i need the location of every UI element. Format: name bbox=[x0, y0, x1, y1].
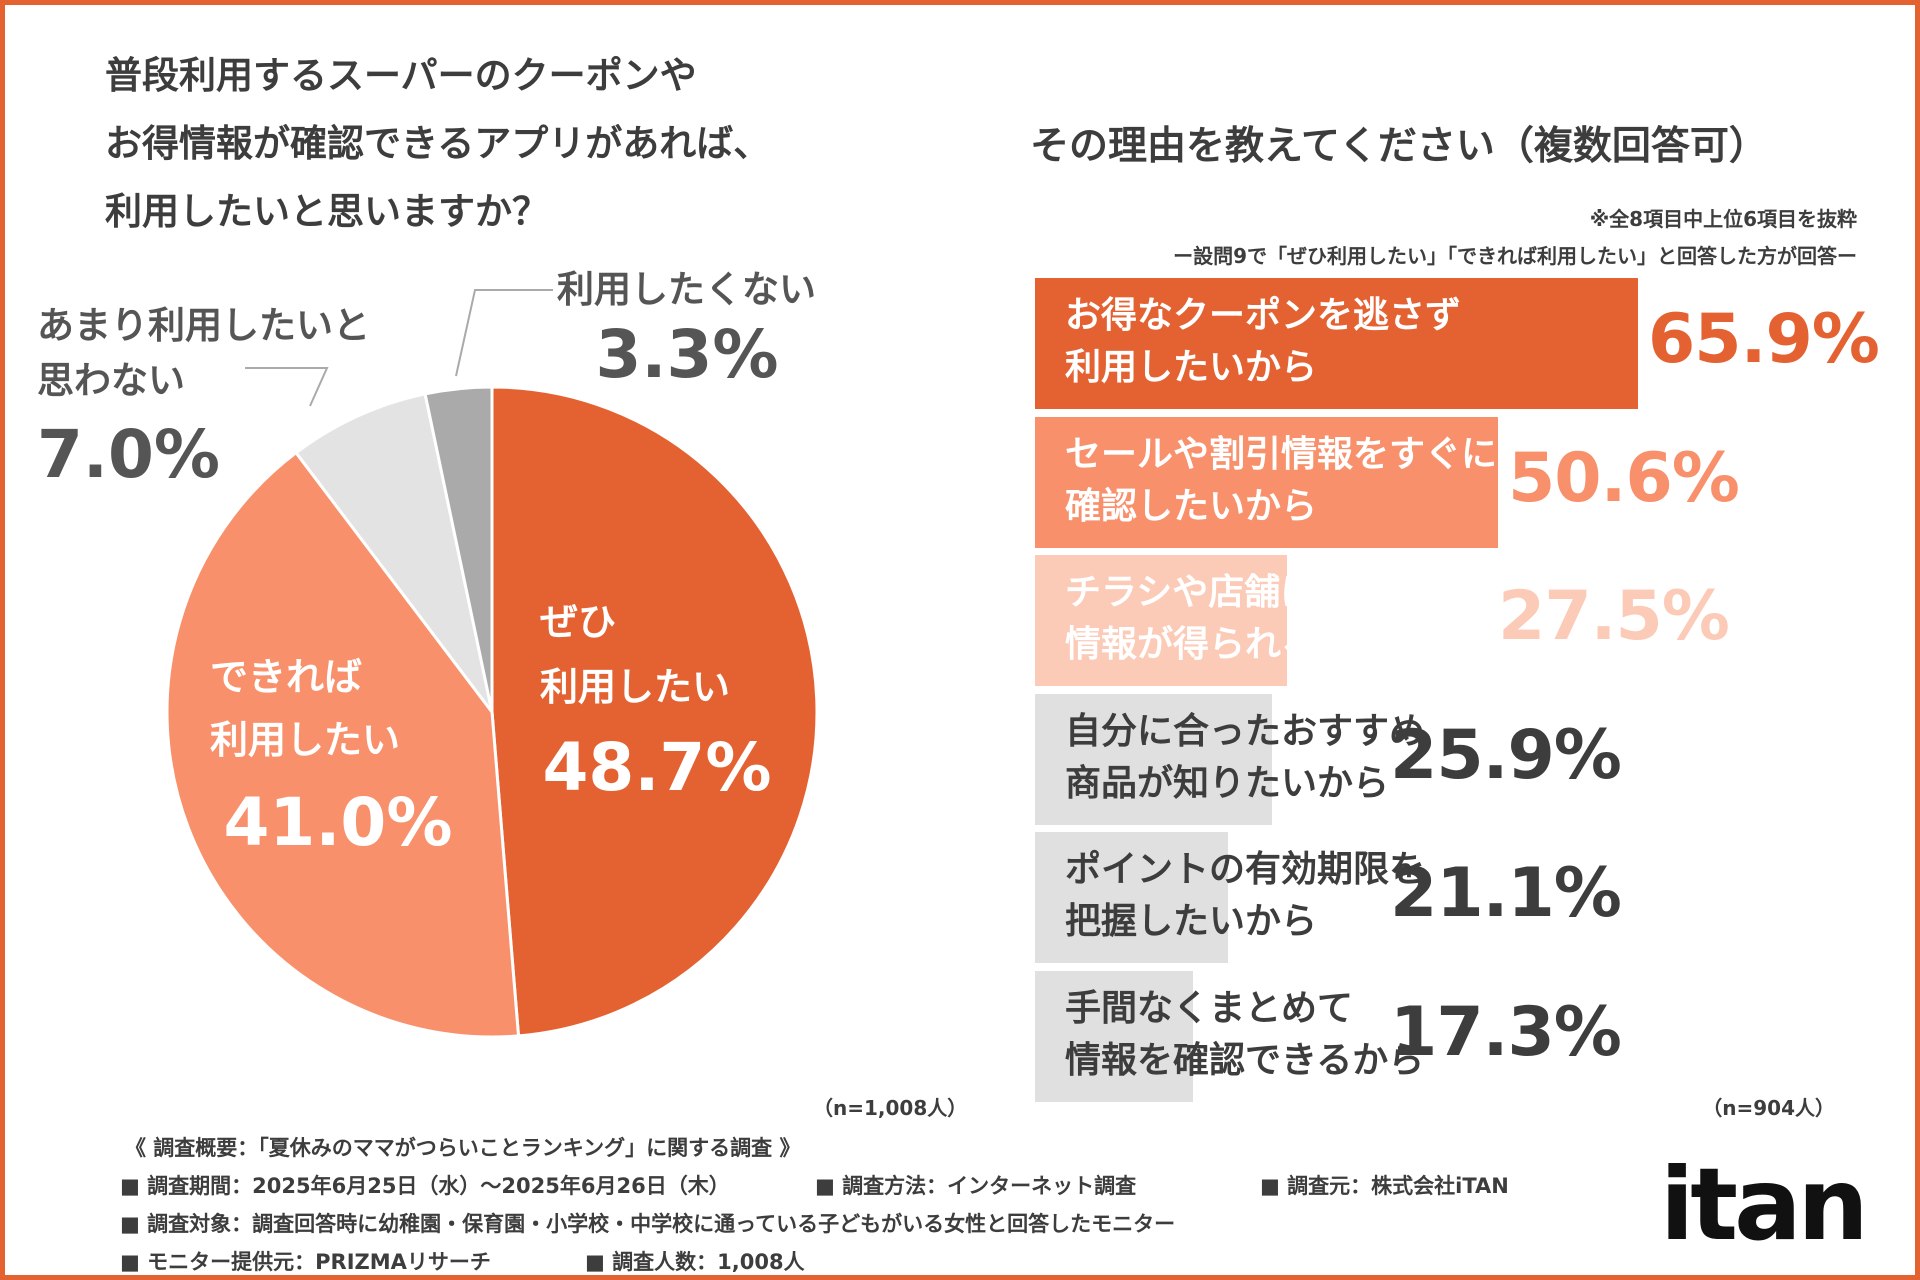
pie-slice-zehi bbox=[490, 385, 819, 1038]
bar-value-6: 17.3% bbox=[1390, 992, 1622, 1072]
bar-1 bbox=[1035, 278, 1638, 409]
bar-value-2: 50.6% bbox=[1507, 438, 1740, 518]
footer-period: ■ 調査期間：2025年6月25日（水）～2025年6月26日（木） bbox=[120, 1174, 730, 1198]
bar-6 bbox=[1035, 970, 1194, 1102]
pie-slice-shitakunai bbox=[423, 385, 494, 713]
pie-slice-amari bbox=[293, 392, 494, 713]
bar-label-1-line1: お得なクーポンを逃さず bbox=[1065, 295, 1462, 336]
pie-label-shitakunai: 利用したくない bbox=[557, 268, 816, 311]
bar-label-4-line1: 自分に合ったおすすめ bbox=[1065, 710, 1426, 752]
pie-sample-size: （n=1,008人） bbox=[813, 1096, 968, 1120]
leader-line-amari bbox=[245, 367, 329, 407]
pie-label-zehi-line2: 利用したい bbox=[540, 665, 730, 709]
pie-label-dekireba-line1: できれば bbox=[210, 655, 362, 699]
bar-label-1-line2: 利用したいから bbox=[1065, 347, 1318, 388]
pie-value-dekireba: 41.0% bbox=[224, 784, 453, 861]
bar-label-5-line2: 把握したいから bbox=[1065, 901, 1318, 942]
bar-value-3: 27.5% bbox=[1498, 577, 1730, 656]
pie-value-zehi: 48.7% bbox=[543, 729, 772, 806]
bar-value-4: 25.9% bbox=[1390, 715, 1622, 795]
footer-source: ■ 調査元：株式会社iTAN bbox=[1260, 1174, 1509, 1198]
footer-heading: 《 調査概要：「夏休みのママがつらいことランキング」に関する調査 》 bbox=[125, 1136, 801, 1160]
pie-chart: ぜひ利用したい48.7%できれば利用したい41.0%あまり利用したいと思わない7… bbox=[37, 268, 819, 1039]
pie-slice-dekireba bbox=[165, 450, 521, 1039]
bar-label-6-line2: 情報を確認できるから bbox=[1065, 1039, 1425, 1081]
pie-label-amari-line2: 思わない bbox=[37, 359, 185, 402]
footer-count: ■ 調査人数：1,008人 bbox=[585, 1250, 805, 1274]
bar-label-1: お得なクーポンを逃さず 利用したいから bbox=[1065, 290, 1461, 394]
reasons-note-condition: ー設問9で「ぜひ利用したい」「できれば利用したい」と回答した方が回答ー bbox=[1173, 244, 1857, 268]
bar-5 bbox=[1035, 832, 1229, 963]
question-line-2: お得情報が確認できるアプリがあれば、 bbox=[105, 122, 771, 165]
pie-label-dekireba-line2: 利用したい bbox=[210, 718, 400, 762]
pie-label-amari-line1: あまり利用したいと bbox=[37, 304, 370, 347]
bar-label-5: ポイントの有効期限を 把握したいから bbox=[1065, 844, 1425, 948]
leader-line-shitakunai bbox=[455, 289, 553, 377]
bar-label-2-line2: 確認したいから bbox=[1065, 485, 1318, 527]
bar-label-4: 自分に合ったおすすめ 商品が知りたいから bbox=[1065, 706, 1425, 810]
itan-logo: itan bbox=[1660, 1146, 1869, 1263]
bar-sample-size: （n=904人） bbox=[1702, 1096, 1835, 1120]
infographic-frame: 普段利用するスーパーのクーポンや お得情報が確認できるアプリがあれば、 利用した… bbox=[5, 5, 1915, 1275]
bar-value-1: 65.9% bbox=[1647, 300, 1880, 379]
footer-method: ■ 調査方法：インターネット調査 bbox=[815, 1174, 1137, 1198]
pie-value-amari: 7.0% bbox=[37, 416, 220, 493]
question-line-3: 利用したいと思いますか？ bbox=[105, 190, 549, 233]
pie-label-zehi-line1: ぜひ bbox=[540, 600, 616, 644]
bar-2 bbox=[1035, 416, 1498, 548]
bar-label-4-line2: 商品が知りたいから bbox=[1065, 762, 1390, 804]
bar-label-3-line2: 情報が得られるから bbox=[1065, 624, 1390, 665]
bar-label-2: セールや割引情報をすぐに 確認したいから bbox=[1065, 429, 1497, 533]
bar-label-2-line1: セールや割引情報をすぐに bbox=[1065, 433, 1498, 475]
bar-label-6-line1: 手間なくまとめて bbox=[1065, 987, 1354, 1029]
bar-label-3-line1: チラシや店舗に行かなくても bbox=[1065, 572, 1530, 613]
footer-target: ■ 調査対象：調査回答時に幼稚園・保育園・小学校・中学校に通っている子どもがいる… bbox=[120, 1212, 1176, 1236]
bar-label-3: チラシや店舗に行かなくても 情報が得られるから bbox=[1065, 567, 1529, 671]
bar-3 bbox=[1035, 555, 1287, 686]
bar-label-6: 手間なくまとめて情報を確認できるから bbox=[1065, 983, 1424, 1087]
bar-label-5-line1: ポイントの有効期限を bbox=[1065, 849, 1426, 890]
bar-4 bbox=[1035, 693, 1272, 825]
footer-provider: ■ モニター提供元：PRIZMAリサーチ bbox=[120, 1250, 491, 1274]
pie-value-shitakunai: 3.3% bbox=[595, 316, 778, 393]
bar-value-5: 21.1% bbox=[1390, 854, 1622, 933]
reasons-title: その理由を教えてください（複数回答可） bbox=[1030, 124, 1768, 169]
question-line-1: 普段利用するスーパーのクーポンや bbox=[105, 54, 697, 97]
reasons-note-top6: ※全8項目中上位6項目を抜粋 bbox=[1589, 207, 1857, 231]
